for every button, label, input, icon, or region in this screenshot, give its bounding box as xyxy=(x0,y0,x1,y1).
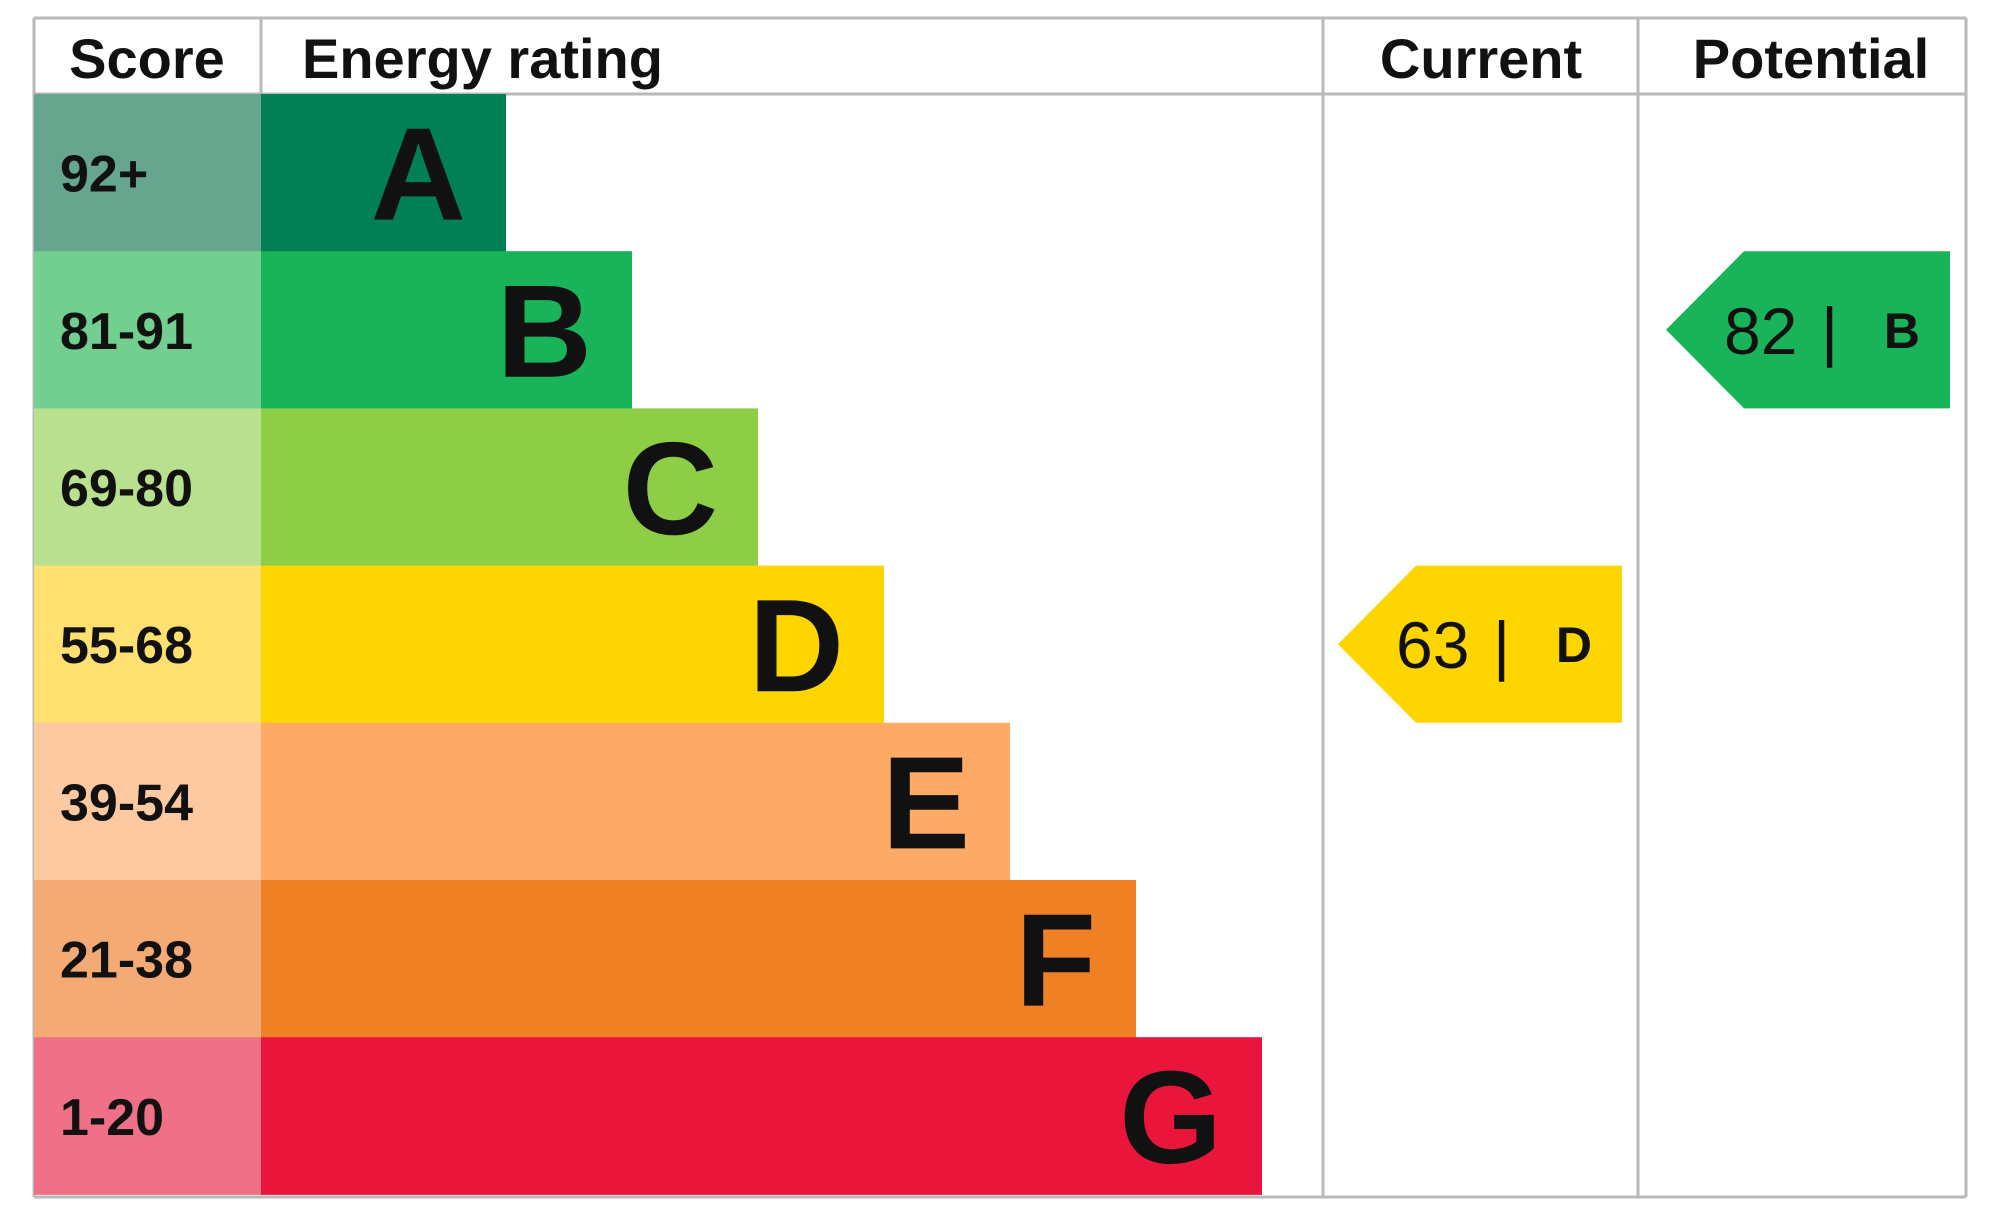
current-score-value: 63 xyxy=(1396,608,1469,682)
score-cell-e xyxy=(34,722,261,881)
score-range-b: 81-91 xyxy=(60,303,193,361)
score-range-f: 21-38 xyxy=(60,932,193,990)
band-e: 39-54 E xyxy=(34,722,1010,881)
band-bar-f xyxy=(261,880,1136,1038)
band-letter-e: E xyxy=(882,729,970,876)
band-letter-g: G xyxy=(1119,1044,1222,1191)
band-d: 55-68 D xyxy=(34,565,884,724)
band-letter-d: D xyxy=(749,572,844,719)
potential-tag-arrow xyxy=(1666,251,1950,409)
score-cell-a xyxy=(34,94,261,252)
potential-separator: | xyxy=(1821,294,1838,368)
band-letter-b: B xyxy=(497,258,592,405)
score-range-d: 55-68 xyxy=(60,617,193,675)
band-b: 81-91 B xyxy=(34,251,632,409)
rating-bands: 92+ A 81-91 B 69-80 C 55-68 D 39-54 E 21-38 F 1-20 G xyxy=(34,94,1262,1195)
rating-tags: 63 | D 82 | B xyxy=(1338,251,1950,723)
band-bar-a xyxy=(261,94,506,252)
band-bar-c xyxy=(261,408,758,567)
current-header: Current xyxy=(1380,27,1582,90)
band-bar-e xyxy=(261,722,1010,881)
band-g: 1-20 G xyxy=(34,1037,1262,1195)
current-separator: | xyxy=(1493,608,1510,682)
current-rating-tag: 63 | D xyxy=(1338,565,1622,723)
potential-score-value: 82 xyxy=(1724,294,1797,368)
band-a: 92+ A xyxy=(34,94,506,252)
score-cell-d xyxy=(34,565,261,724)
score-range-g: 1-20 xyxy=(60,1089,164,1147)
energy-rating-header: Energy rating xyxy=(302,27,663,90)
score-cell-c xyxy=(34,408,261,567)
score-cell-b xyxy=(34,251,261,409)
band-c: 69-80 C xyxy=(34,408,758,567)
current-band-letter: D xyxy=(1556,617,1592,673)
score-cell-f xyxy=(34,880,261,1038)
band-bar-d xyxy=(261,565,884,724)
score-range-e: 39-54 xyxy=(60,774,193,832)
current-tag-arrow xyxy=(1338,565,1622,723)
band-letter-f: F xyxy=(1015,887,1096,1034)
score-range-a: 92+ xyxy=(60,146,148,204)
band-letter-a: A xyxy=(371,101,466,248)
band-bar-b xyxy=(261,251,632,409)
potential-band-letter: B xyxy=(1884,303,1920,359)
score-header: Score xyxy=(69,27,225,90)
potential-header: Potential xyxy=(1693,27,1929,90)
band-bar-g xyxy=(261,1037,1262,1195)
potential-rating-tag: 82 | B xyxy=(1666,251,1950,409)
band-f: 21-38 F xyxy=(34,880,1136,1038)
score-range-c: 69-80 xyxy=(60,460,193,518)
band-letter-c: C xyxy=(623,415,718,562)
score-cell-g xyxy=(34,1037,261,1195)
